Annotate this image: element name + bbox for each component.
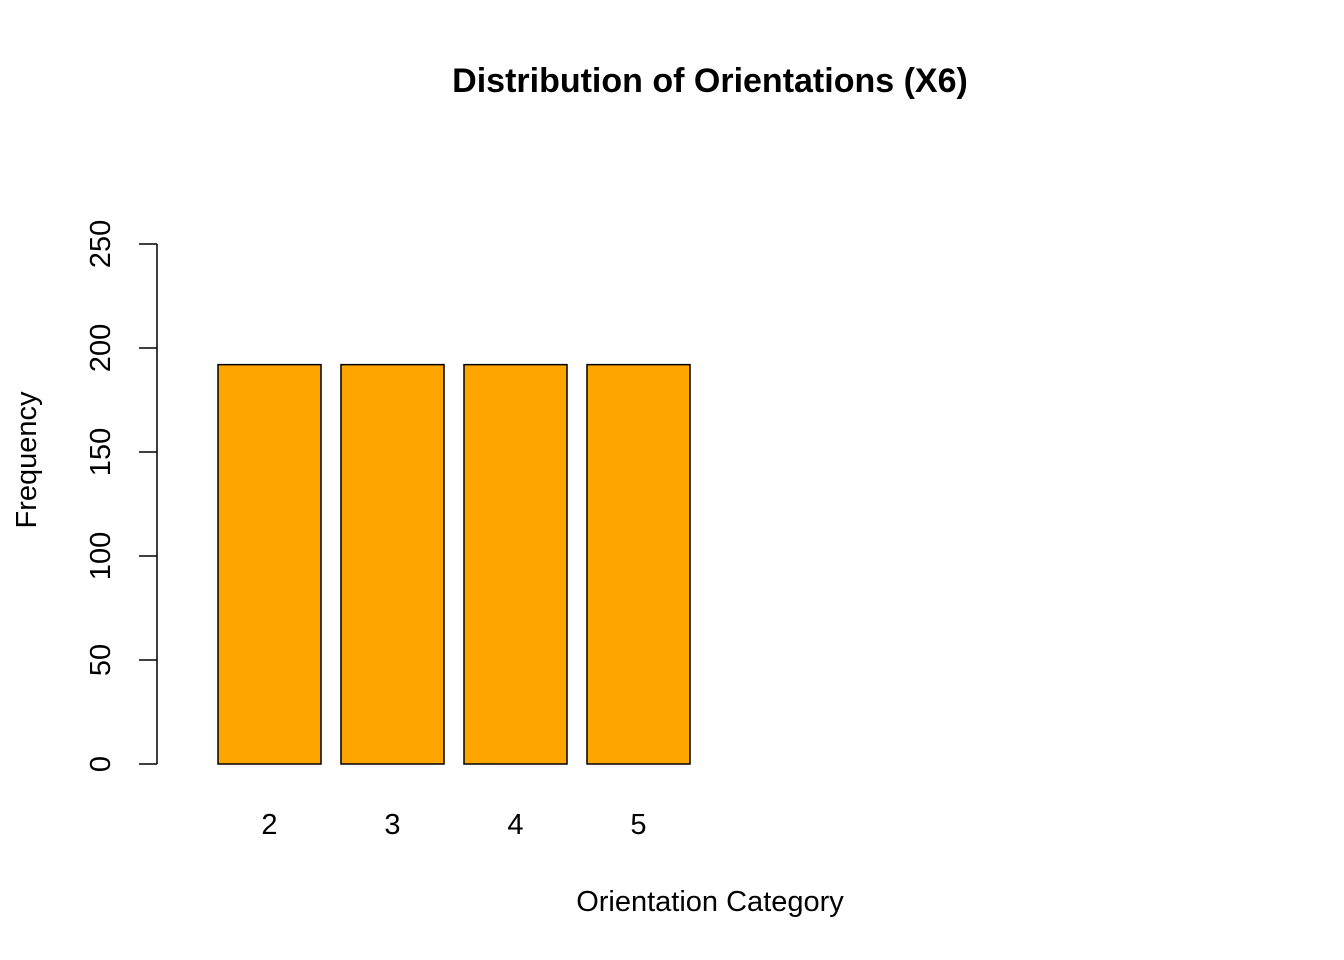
x-axis-label: Orientation Category [576, 886, 844, 918]
x-tick-label: 4 [507, 809, 523, 841]
y-tick-label: 0 [85, 756, 117, 772]
y-tick-label: 200 [85, 324, 117, 372]
x-tick-label: 3 [384, 809, 400, 841]
y-axis-label: Frequency [11, 391, 43, 529]
y-tick-label: 50 [85, 644, 117, 676]
y-tick-label: 100 [85, 532, 117, 580]
bars-group [217, 363, 691, 765]
bar [463, 363, 568, 765]
chart-title: Distribution of Orientations (X6) [452, 62, 968, 100]
bar [340, 363, 445, 765]
x-tick-label: 5 [630, 809, 646, 841]
y-tick-label: 250 [85, 220, 117, 268]
x-tick-labels: 2 3 4 5 [261, 809, 646, 841]
x-tick-label: 2 [261, 809, 277, 841]
y-axis: 0 50 100 150 200 250 [85, 220, 158, 772]
y-tick-label: 150 [85, 428, 117, 476]
bar [586, 363, 691, 765]
bar [217, 363, 322, 765]
